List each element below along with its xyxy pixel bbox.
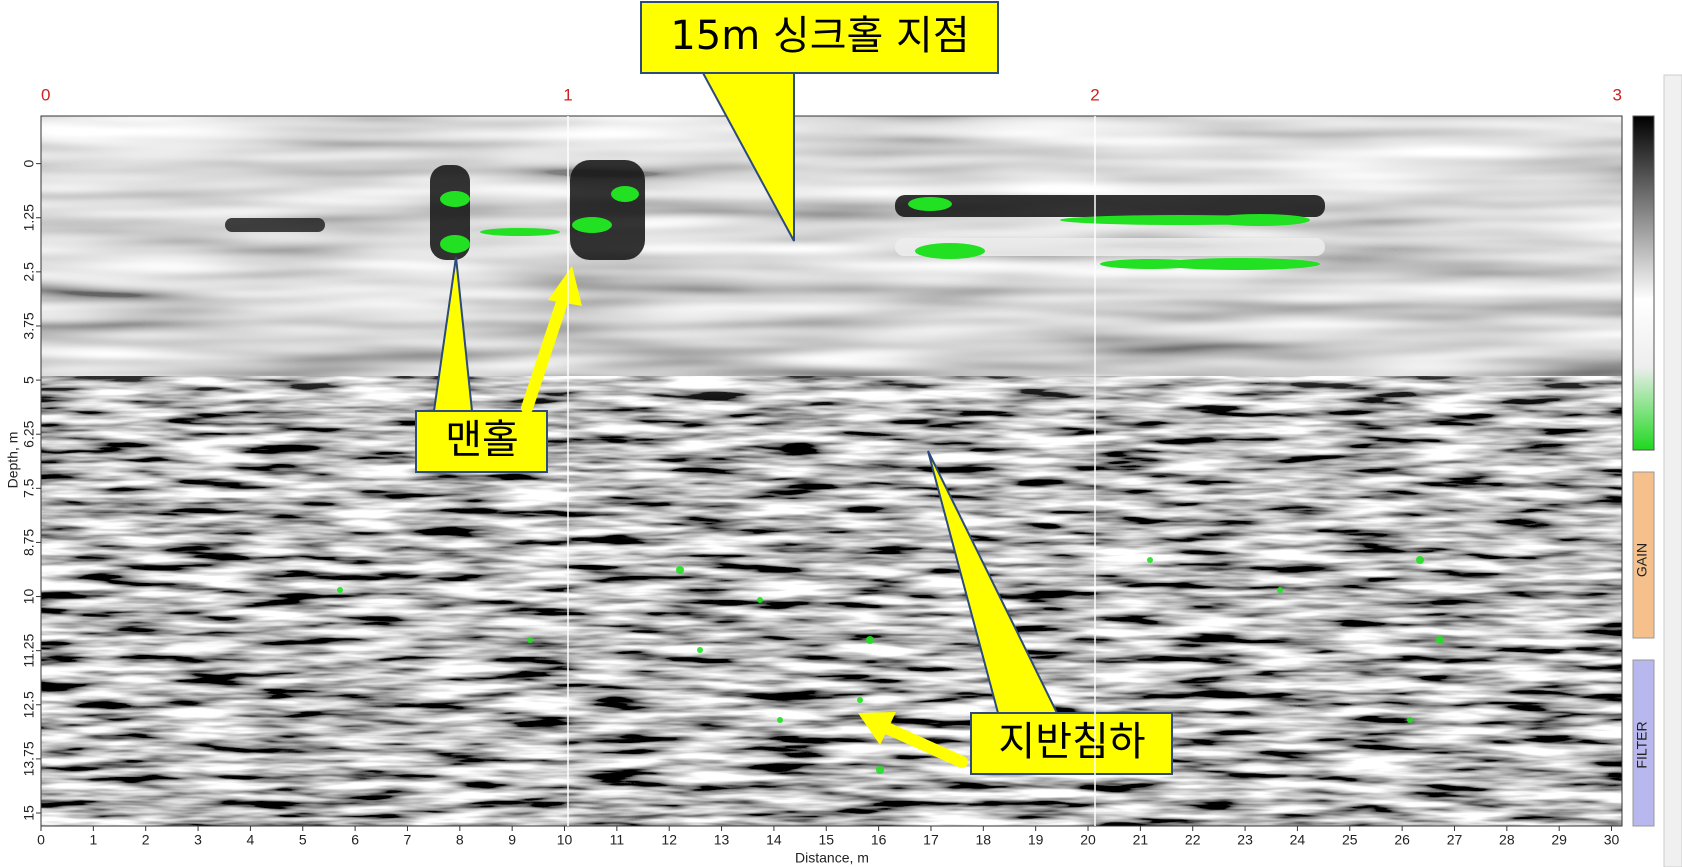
y-tick-label: 3.75 (21, 312, 37, 339)
x-tick-label: 10 (557, 832, 573, 848)
x-tick-label: 12 (661, 832, 677, 848)
x-tick-label: 15 (818, 832, 834, 848)
y-axis-title: Depth, m (5, 432, 21, 489)
x-tick-label: 30 (1604, 832, 1620, 848)
y-tick-label: 12.5 (21, 691, 37, 718)
filter-panel[interactable] (1632, 659, 1655, 827)
y-tick-label: 1.25 (21, 204, 37, 231)
x2-tick-label: 1 (563, 85, 572, 104)
y-tick-label: 5 (21, 376, 37, 384)
x-tick-label: 3 (194, 832, 202, 848)
x-tick-label: 28 (1499, 832, 1515, 848)
scrollbar[interactable] (1663, 74, 1682, 867)
x-tick-label: 11 (610, 832, 625, 848)
x2-tick-label: 0 (41, 85, 50, 104)
x-tick-label: 2 (142, 832, 150, 848)
x-tick-label: 1 (89, 832, 97, 848)
arrow (874, 719, 968, 768)
x-tick-label: 9 (508, 832, 516, 848)
color-bar (1632, 115, 1655, 451)
annotation-text: 15m 싱크홀 지점 (670, 13, 969, 59)
x-tick-label: 8 (456, 832, 464, 848)
annotation-text: 맨홀 (445, 417, 519, 463)
x2-tick-label: 3 (1613, 85, 1622, 104)
x-tick-label: 22 (1185, 832, 1201, 848)
callout-box (415, 410, 548, 473)
y-tick-label: 0 (21, 160, 37, 168)
x-tick-label: 20 (1080, 832, 1096, 848)
x-tick-label: 19 (1028, 832, 1044, 848)
x-tick-label: 21 (1133, 832, 1149, 848)
x-tick-label: 26 (1394, 832, 1410, 848)
x-tick-label: 13 (714, 832, 730, 848)
x-tick-label: 25 (1342, 832, 1358, 848)
x-tick-label: 4 (247, 832, 255, 848)
x-tick-label: 14 (766, 832, 782, 848)
x-tick-label: 5 (299, 832, 307, 848)
x-tick-label: 6 (351, 832, 359, 848)
x-tick-label: 23 (1237, 832, 1253, 848)
y-tick-label: 2.5 (21, 262, 37, 282)
y-tick-label: 6.25 (21, 420, 37, 447)
filter-label: FILTER (1634, 721, 1650, 768)
x-tick-label: 0 (37, 832, 45, 848)
x-tick-label: 27 (1447, 832, 1463, 848)
x-axis-title: Distance, m (795, 850, 869, 866)
annotation-text: 지반침하 (998, 719, 1145, 765)
callout-box (970, 712, 1173, 775)
y-tick-label: 15 (21, 805, 37, 821)
plot-frame (40, 115, 1623, 827)
y-tick-label: 11.25 (21, 633, 37, 667)
y-tick-label: 8.75 (21, 529, 37, 556)
x-tick-label: 7 (404, 832, 412, 848)
arrowhead (858, 712, 896, 745)
gain-panel[interactable] (1632, 471, 1655, 639)
x-tick-label: 16 (871, 832, 887, 848)
x-tick-label: 29 (1551, 832, 1567, 848)
arrow (521, 284, 572, 414)
y-tick-label: 10 (21, 589, 37, 605)
callout-box (640, 1, 999, 74)
x-tick-label: 24 (1290, 832, 1306, 848)
x2-tick-label: 2 (1090, 85, 1099, 104)
y-tick-label: 7.5 (21, 478, 37, 498)
radargram-image (41, 116, 1622, 826)
arrowhead (548, 266, 582, 306)
x-tick-label: 17 (923, 832, 939, 848)
gain-label: GAIN (1634, 543, 1650, 577)
y-tick-label: 13.75 (21, 741, 37, 776)
x-tick-label: 18 (976, 832, 992, 848)
